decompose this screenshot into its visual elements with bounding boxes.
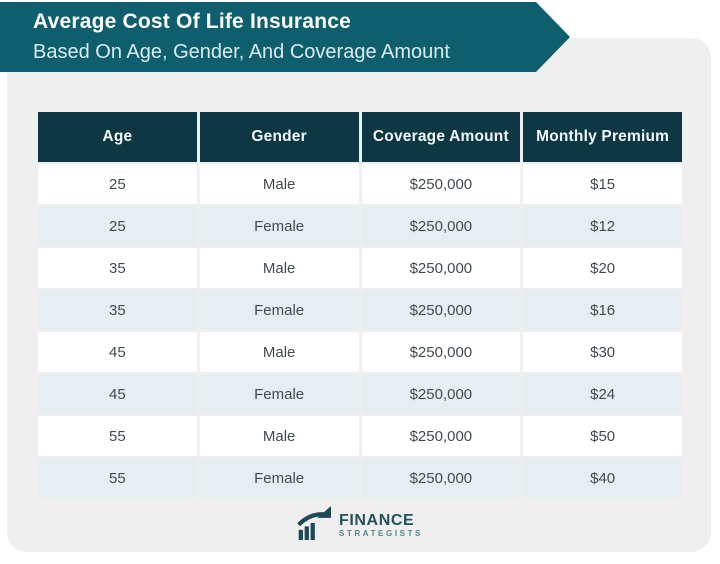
table-cell: $250,000 (361, 164, 521, 204)
table-cell: 35 (38, 290, 197, 330)
table-row: 55 Female $250,000 $40 (38, 458, 682, 498)
table-cell: $30 (523, 332, 682, 372)
table-cell: 45 (38, 332, 197, 372)
table-row: 45 Female $250,000 $24 (38, 374, 682, 414)
table-cell: $250,000 (361, 248, 521, 288)
column-header: Age (38, 112, 197, 162)
table-row: 45 Male $250,000 $30 (38, 332, 682, 372)
table-cell: 35 (38, 248, 197, 288)
column-header: Monthly Premium (523, 112, 682, 162)
table-cell: $24 (523, 374, 682, 414)
table-row: 25 Male $250,000 $15 (38, 164, 682, 204)
table-cell: $40 (523, 458, 682, 498)
logo-subtext: STRATEGISTS (338, 529, 423, 538)
table-cell: Male (199, 248, 359, 288)
table-header-row: Age Gender Coverage Amount Monthly Premium (38, 112, 682, 162)
table-cell: $15 (523, 164, 682, 204)
table-cell: $250,000 (361, 374, 521, 414)
table-cell: $250,000 (361, 290, 521, 330)
title-banner: Average Cost Of Life Insurance Based On … (0, 2, 570, 72)
table-cell: Female (199, 290, 359, 330)
page-subtitle: Based On Age, Gender, And Coverage Amoun… (33, 41, 450, 63)
column-header: Gender (199, 112, 359, 162)
table-cell: 25 (38, 164, 197, 204)
logo-name: FINANCE (338, 512, 415, 529)
table-cell: Male (199, 332, 359, 372)
table-cell: Male (199, 416, 359, 456)
table-cell: $250,000 (361, 332, 521, 372)
table-row: 35 Male $250,000 $20 (38, 248, 682, 288)
table-cell: 55 (38, 416, 197, 456)
column-header: Coverage Amount (361, 112, 521, 162)
table-cell: 45 (38, 374, 197, 414)
table-cell: $16 (523, 290, 682, 330)
table-header: Age Gender Coverage Amount Monthly Premium (38, 112, 682, 162)
table-cell: 55 (38, 458, 197, 498)
table-row: 35 Female $250,000 $16 (38, 290, 682, 330)
table-cell: $250,000 (361, 458, 521, 498)
table-cell: $20 (523, 248, 682, 288)
page-title: Average Cost Of Life Insurance (33, 10, 351, 33)
table-cell: Female (199, 206, 359, 246)
table-cell: $50 (523, 416, 682, 456)
insurance-cost-table: Age Gender Coverage Amount Monthly Premium … (35, 110, 685, 500)
finance-strategists-logo: FINANCE STRATEGISTS (0, 506, 720, 545)
table-cell: Female (199, 458, 359, 498)
logo-text: FINANCE STRATEGISTS (339, 512, 423, 539)
table-cell: $12 (523, 206, 682, 246)
table-body: 25 Male $250,000 $15 25 Female $250,000 $12 35 Ma… (38, 164, 682, 498)
bar-chart-growth-arrow-icon (297, 506, 331, 545)
table-cell: $250,000 (361, 416, 521, 456)
table-row: 55 Male $250,000 $50 (38, 416, 682, 456)
table-cell: $250,000 (361, 206, 521, 246)
table-cell: Male (199, 164, 359, 204)
table-row: 25 Female $250,000 $12 (38, 206, 682, 246)
table-cell: Female (199, 374, 359, 414)
table-cell: 25 (38, 206, 197, 246)
